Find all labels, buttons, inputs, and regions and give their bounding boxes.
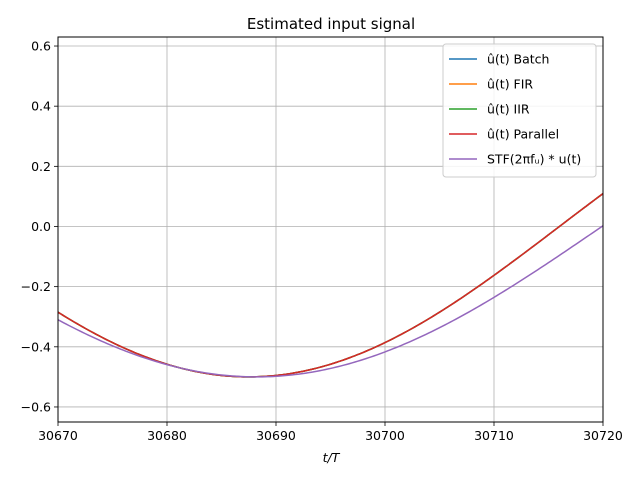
y-tick-label: 0.4 (31, 99, 51, 114)
x-tick-label: 30690 (256, 428, 296, 443)
series-line-3 (57, 192, 604, 378)
y-axis: −0.6 −0.4 −0.2 0.0 0.2 0.4 0.6 (21, 39, 58, 414)
chart-title: Estimated input signal (247, 15, 415, 33)
legend: û(t) Batch û(t) FIR û(t) IIR û(t) Parallel S… (442, 43, 597, 178)
x-tick-label: 30710 (474, 428, 514, 443)
x-axis: 30670 30680 30690 30700 30710 30720 (38, 422, 623, 443)
x-tick-label: 30670 (38, 428, 78, 443)
series-layer (57, 192, 604, 378)
series-line-0 (57, 192, 604, 378)
x-axis-label: t/T (323, 450, 341, 465)
x-tick-label: 30680 (147, 428, 187, 443)
legend-label: û(t) IIR (487, 102, 530, 117)
series-line-2 (57, 192, 604, 378)
series-line-1 (57, 192, 604, 378)
y-tick-label: −0.4 (21, 339, 51, 354)
y-tick-label: 0.0 (31, 219, 51, 234)
legend-box (442, 43, 597, 178)
legend-label: û(t) Batch (487, 52, 549, 67)
y-tick-label: 0.2 (31, 159, 51, 174)
legend-label: û(t) FIR (487, 77, 533, 92)
legend-label: û(t) Parallel (487, 127, 559, 142)
y-tick-label: −0.2 (21, 279, 51, 294)
y-tick-label: 0.6 (31, 39, 51, 54)
series-line-4 (57, 225, 604, 378)
x-tick-label: 30720 (583, 428, 623, 443)
legend-label: STF(2πfᵤ) * u(t) (487, 152, 581, 167)
y-tick-label: −0.6 (21, 399, 51, 414)
plot-frame (57, 36, 604, 423)
x-tick-label: 30700 (365, 428, 405, 443)
